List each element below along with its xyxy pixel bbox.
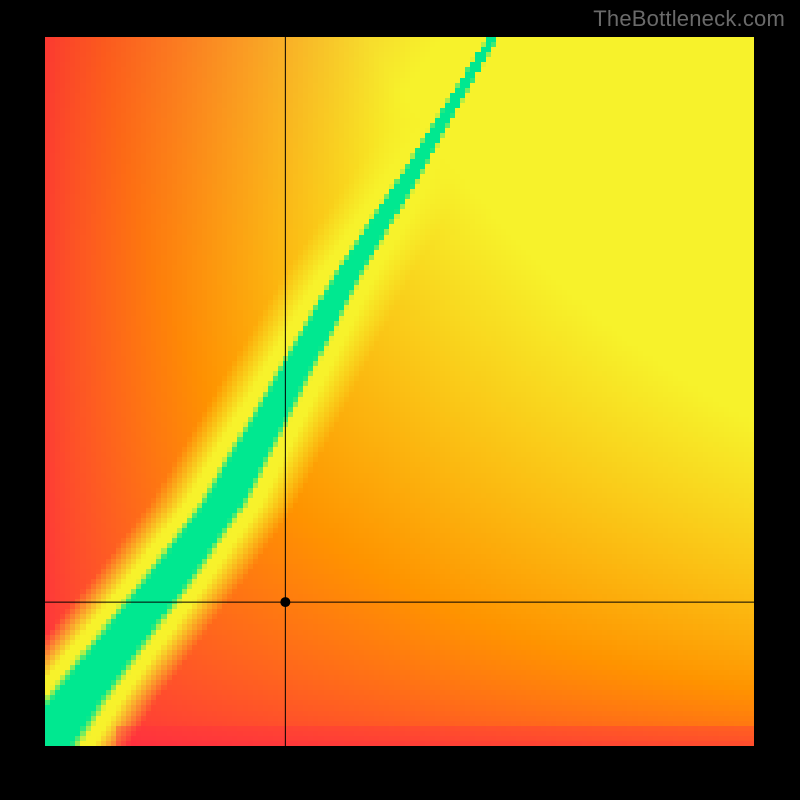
watermark-text: TheBottleneck.com: [593, 6, 785, 32]
figure-frame: TheBottleneck.com: [0, 0, 800, 800]
bottleneck-heatmap: [45, 37, 754, 746]
